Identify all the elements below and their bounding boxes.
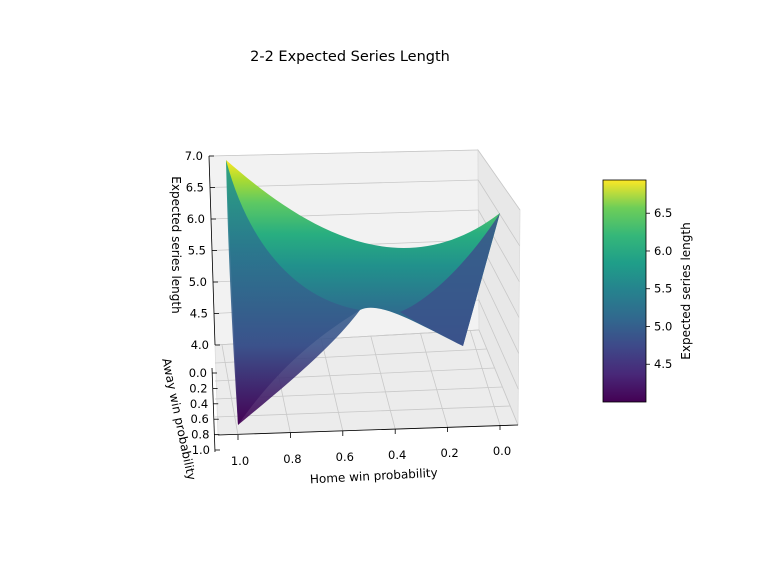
- y-axis-ticks: 0.00.2 0.40.6 0.81.0: [189, 366, 220, 457]
- x-grid-line: [221, 344, 239, 436]
- z-tick-label: 5.0: [189, 275, 207, 289]
- z-tick-label: 6.0: [187, 212, 205, 226]
- y-grid-line: [214, 405, 511, 418]
- x-tick-label: 0.2: [440, 446, 458, 460]
- y-tick-label: 1.0: [192, 443, 210, 457]
- x-grid-line: [320, 338, 344, 432]
- colorbar-ticks: 4.5 5.0 5.5 6.0 6.5: [646, 206, 672, 371]
- y-tick-label: 0.4: [190, 397, 208, 411]
- z-grid-line: [478, 329, 519, 426]
- y-tick-label: 0.2: [189, 381, 207, 395]
- x-tick-label: 0.6: [336, 450, 354, 464]
- chart-title: 2-2 Expected Series Length: [250, 49, 450, 65]
- colorbar-tick-label: 4.5: [654, 357, 672, 371]
- y-tick-label: 0.6: [191, 412, 209, 426]
- z-tick-label: 5.5: [188, 244, 206, 258]
- colorbar-tick-label: 6.5: [654, 206, 672, 220]
- z-tick-label: 7.0: [185, 149, 203, 163]
- x-tick-label: 0.0: [493, 444, 511, 458]
- colorbar-tick-label: 5.5: [654, 282, 672, 296]
- colorbar-tick-label: 6.0: [654, 244, 672, 258]
- colorbar-gradient: [602, 179, 647, 403]
- z-grid-line: [208, 149, 479, 157]
- x-tick-label: 0.4: [388, 448, 406, 462]
- y-tick-label: 0.0: [189, 366, 207, 380]
- z-grid-line: [477, 179, 521, 247]
- z-axis-label: Expected series length: [169, 176, 183, 313]
- y-tick-label: 0.8: [191, 428, 209, 442]
- z-grid-line: [477, 209, 520, 282]
- z-tick-label: 6.5: [186, 181, 204, 195]
- z-tick-label: 4.0: [191, 338, 209, 352]
- colorbar-label: Expected series length: [679, 222, 693, 359]
- z-grid-line: [478, 299, 519, 390]
- colorbar: 4.5 5.0 5.5 6.0 6.5 Expected series length: [602, 179, 693, 403]
- x-axis-label: Home win probability: [310, 466, 438, 487]
- colorbar-tick-label: 5.0: [654, 319, 672, 333]
- z-grid-line: [478, 269, 520, 354]
- x-axis-ticks: 1.0 0.8 0.6 0.4 0.2 0.0: [231, 425, 511, 468]
- x-tick-label: 1.0: [231, 454, 249, 468]
- x-grid-line: [370, 335, 396, 430]
- z-axis-ticks: 4.0 4.5 5.0 5.5 6.0 6.5 7.0: [185, 149, 220, 352]
- x-grid-line: [420, 332, 448, 428]
- z-tick-label: 4.5: [190, 307, 208, 321]
- surface-plot: [226, 160, 500, 425]
- z-grid-line: [477, 149, 521, 211]
- x-tick-label: 0.8: [283, 452, 301, 466]
- x-grid-line: [469, 329, 501, 426]
